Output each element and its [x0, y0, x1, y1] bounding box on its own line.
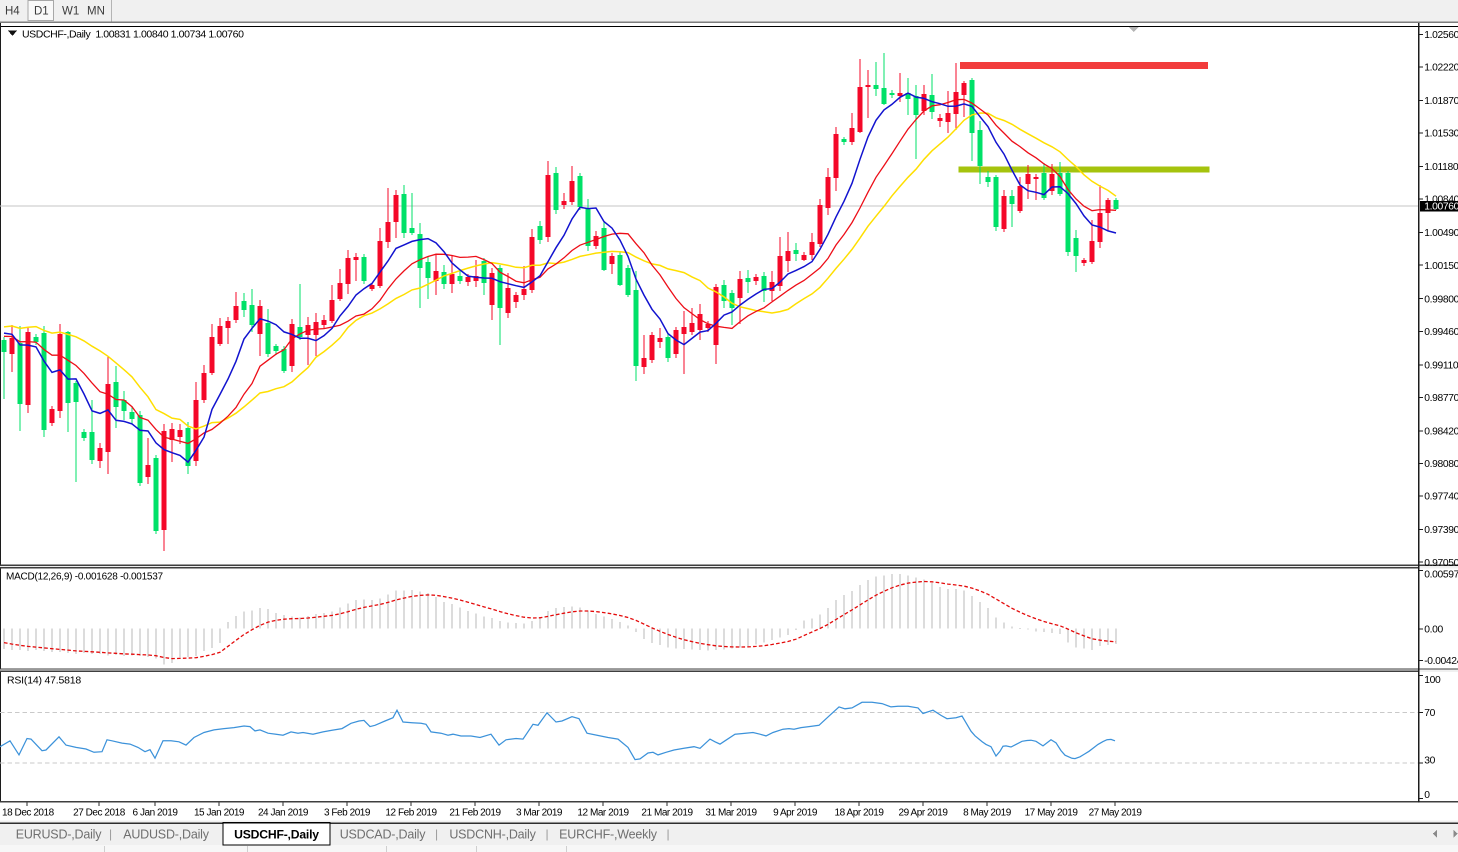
svg-text:RSI(14) 47.5818: RSI(14) 47.5818: [7, 674, 81, 686]
svg-text:MACD(12,26,9) -0.001628 -0.001: MACD(12,26,9) -0.001628 -0.001537: [6, 572, 164, 583]
svg-text:EURCHF-,Weekly: EURCHF-,Weekly: [559, 828, 658, 842]
svg-text:1.02220: 1.02220: [1424, 63, 1458, 74]
svg-text:15 Jan 2019: 15 Jan 2019: [194, 808, 245, 819]
svg-text:AUDUSD-,Daily: AUDUSD-,Daily: [123, 828, 210, 842]
svg-text:0.00597: 0.00597: [1424, 570, 1458, 581]
svg-text:8 May 2019: 8 May 2019: [963, 808, 1012, 819]
svg-text:17 May 2019: 17 May 2019: [1025, 808, 1079, 819]
svg-text:D1: D1: [34, 6, 49, 18]
svg-text:1.01180: 1.01180: [1424, 162, 1458, 173]
svg-text:3 Feb 2019: 3 Feb 2019: [324, 808, 371, 819]
svg-text:3 Mar 2019: 3 Mar 2019: [516, 808, 563, 819]
svg-text:70: 70: [1424, 708, 1435, 719]
svg-text:-0.00424: -0.00424: [1424, 656, 1458, 667]
svg-text:1.01530: 1.01530: [1424, 129, 1458, 140]
svg-text:0.99460: 0.99460: [1424, 327, 1458, 338]
svg-text:W1: W1: [62, 6, 79, 18]
svg-text:MN: MN: [87, 6, 105, 18]
svg-text:USDCHF-,Daily: USDCHF-,Daily: [234, 828, 319, 842]
svg-text:0.97740: 0.97740: [1424, 492, 1458, 503]
svg-text:|: |: [545, 827, 548, 841]
svg-text:29 Apr 2019: 29 Apr 2019: [899, 808, 949, 819]
svg-text:EURUSD-,Daily: EURUSD-,Daily: [16, 828, 103, 842]
svg-text:18 Apr 2019: 18 Apr 2019: [835, 808, 885, 819]
svg-text:0.99800: 0.99800: [1424, 294, 1458, 305]
svg-text:31 Mar 2019: 31 Mar 2019: [705, 808, 757, 819]
svg-text:1.00490: 1.00490: [1424, 228, 1458, 239]
svg-text:12 Mar 2019: 12 Mar 2019: [577, 808, 629, 819]
svg-text:24 Jan 2019: 24 Jan 2019: [258, 808, 309, 819]
svg-text:USDCAD-,Daily: USDCAD-,Daily: [340, 828, 427, 842]
svg-text:1.00840: 1.00840: [1424, 195, 1458, 206]
svg-text:1.01870: 1.01870: [1424, 96, 1458, 107]
svg-text:21 Feb 2019: 21 Feb 2019: [449, 808, 501, 819]
svg-text:27 Dec 2018: 27 Dec 2018: [73, 808, 126, 819]
svg-text:0.97050: 0.97050: [1424, 558, 1458, 569]
svg-text:30: 30: [1424, 756, 1435, 767]
svg-text:|: |: [666, 827, 669, 841]
svg-text:21 Mar 2019: 21 Mar 2019: [641, 808, 693, 819]
svg-text:9 Apr 2019: 9 Apr 2019: [773, 808, 818, 819]
svg-text:0.98420: 0.98420: [1424, 427, 1458, 438]
svg-text:0.98770: 0.98770: [1424, 393, 1458, 404]
svg-text:12 Feb 2019: 12 Feb 2019: [385, 808, 437, 819]
svg-text:1.00150: 1.00150: [1424, 261, 1458, 272]
svg-text:H4: H4: [5, 6, 20, 18]
svg-text:0.98080: 0.98080: [1424, 459, 1458, 470]
svg-text:|: |: [435, 827, 438, 841]
svg-text:27 May 2019: 27 May 2019: [1089, 808, 1143, 819]
svg-text:0.00: 0.00: [1424, 624, 1443, 635]
svg-text:USDCHF-,Daily 1.00831 1.00840: USDCHF-,Daily 1.00831 1.00840 1.00734 1.…: [22, 29, 244, 41]
svg-text:0.97390: 0.97390: [1424, 525, 1458, 536]
svg-text:USDCNH-,Daily: USDCNH-,Daily: [449, 828, 536, 842]
svg-text:1.02560: 1.02560: [1424, 30, 1458, 41]
svg-text:6 Jan 2019: 6 Jan 2019: [133, 808, 179, 819]
svg-text:18 Dec 2018: 18 Dec 2018: [2, 808, 55, 819]
svg-text:0.99110: 0.99110: [1424, 360, 1458, 371]
svg-text:1.00760: 1.00760: [1424, 202, 1458, 213]
svg-text:|: |: [109, 827, 112, 841]
svg-text:0: 0: [1424, 790, 1430, 801]
svg-text:100: 100: [1424, 675, 1441, 686]
